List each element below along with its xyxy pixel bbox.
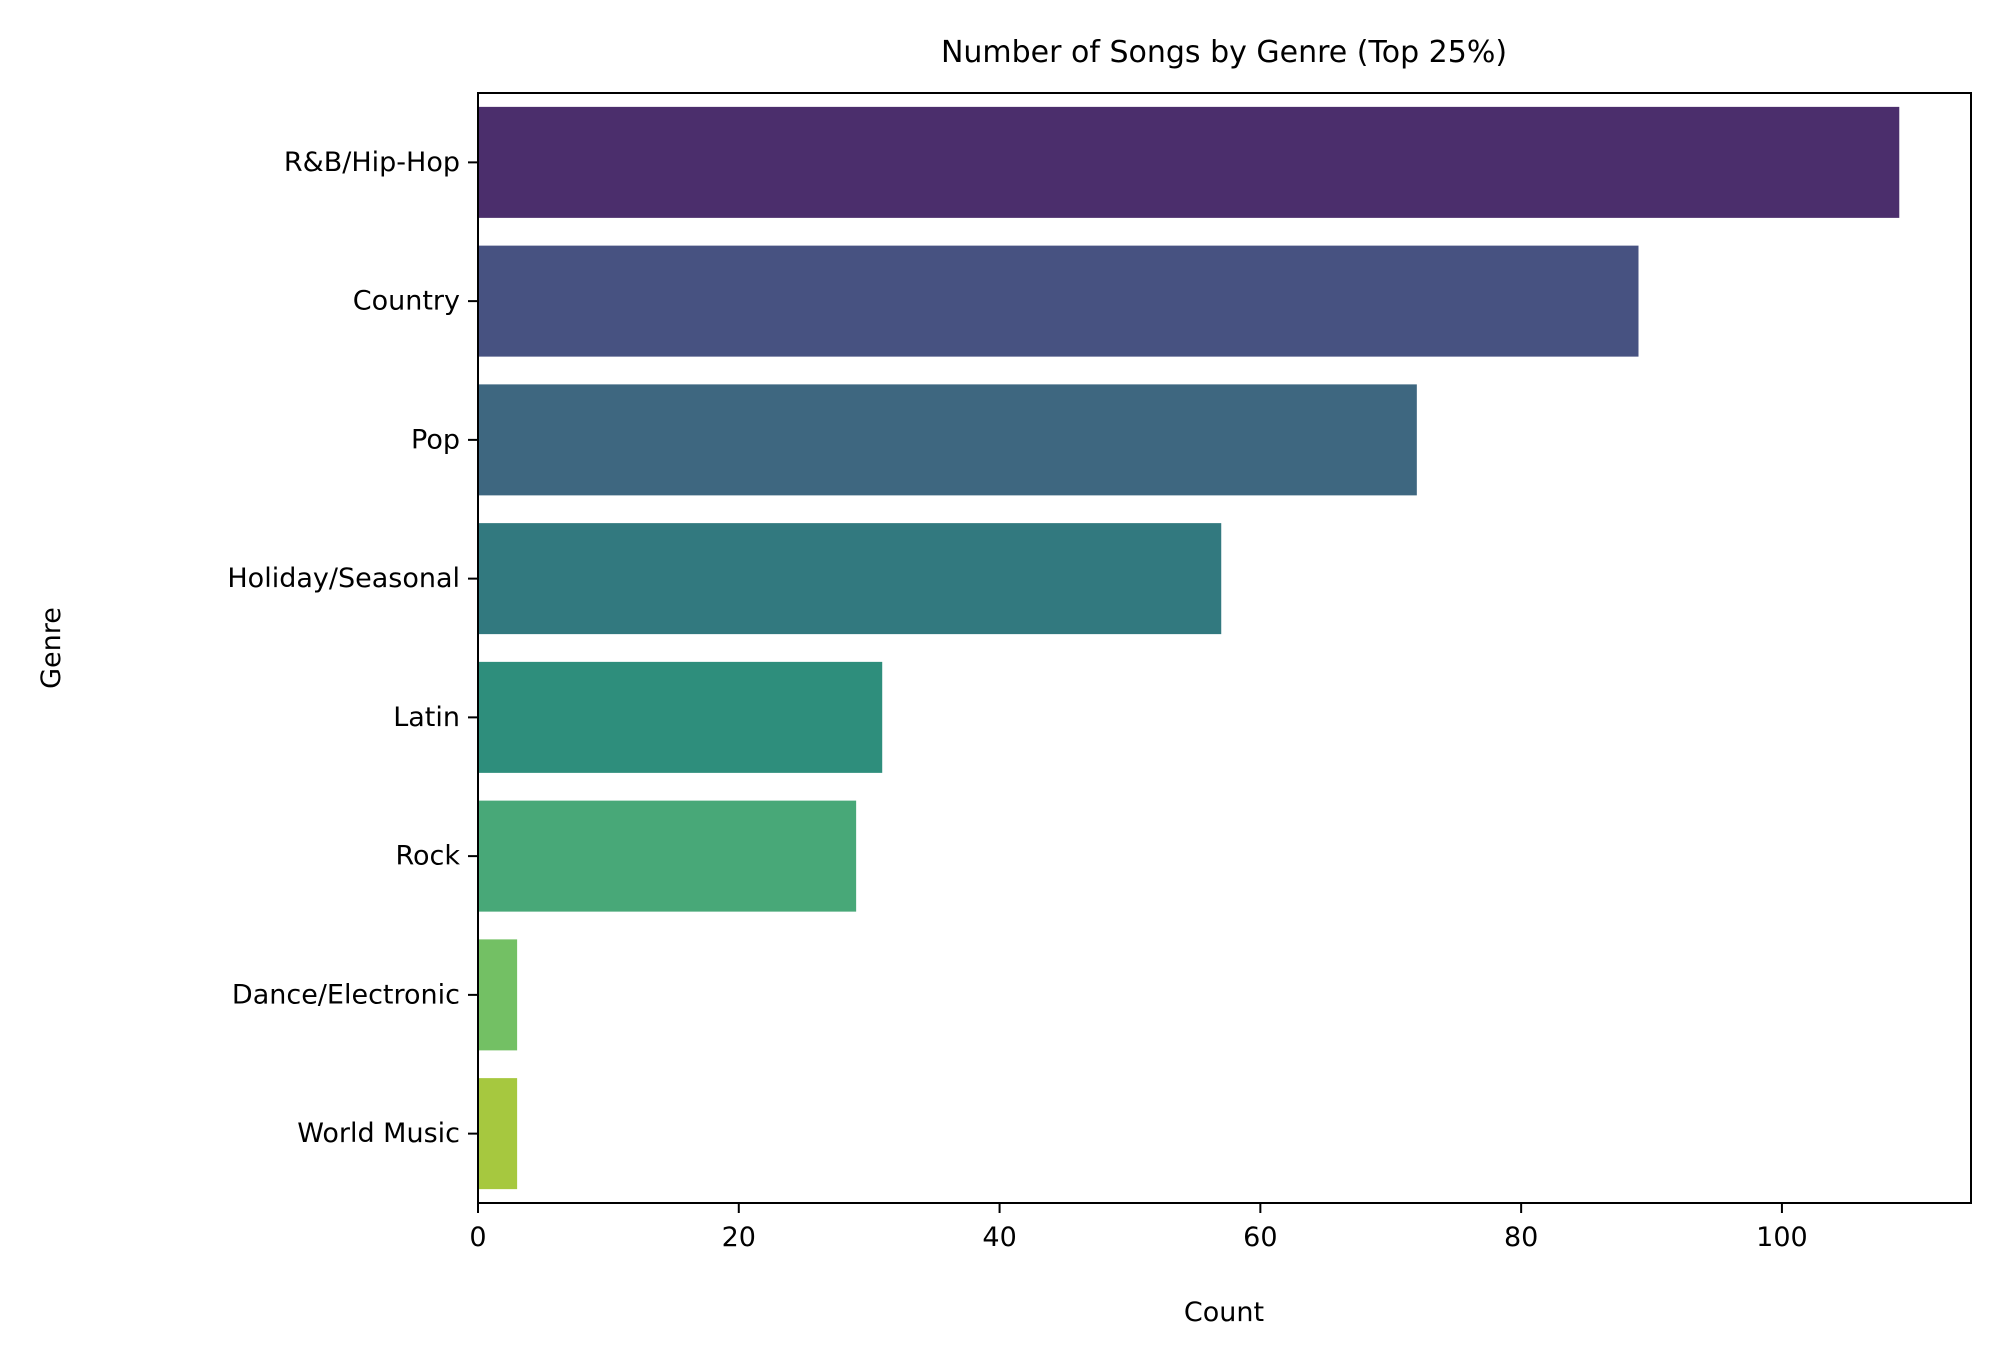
chart-title: Number of Songs by Genre (Top 25%) bbox=[941, 35, 1507, 70]
bar bbox=[478, 245, 1639, 357]
x-tick-label: 80 bbox=[1504, 1222, 1538, 1253]
y-tick-label: R&B/Hip-Hop bbox=[284, 147, 460, 178]
bar bbox=[478, 1078, 518, 1190]
y-axis-label: Genre bbox=[36, 607, 67, 689]
bars-layer bbox=[478, 106, 1900, 1190]
x-tick-label: 40 bbox=[982, 1222, 1016, 1253]
bar bbox=[478, 523, 1222, 635]
x-tick-label: 20 bbox=[722, 1222, 756, 1253]
y-axis: R&B/Hip-Hop Country Pop Holiday/Seasonal Lat… bbox=[227, 147, 478, 1149]
y-tick-label: Latin bbox=[393, 702, 460, 733]
bar bbox=[478, 661, 883, 773]
y-tick-label: Pop bbox=[411, 424, 460, 455]
x-axis-label: Count bbox=[1184, 1297, 1264, 1328]
bar bbox=[478, 106, 1900, 218]
x-axis: 0 20 40 60 80 100 bbox=[469, 1203, 1808, 1253]
y-tick-label: Rock bbox=[395, 841, 460, 872]
plot-frame bbox=[477, 92, 1972, 1204]
y-tick-label: Dance/Electronic bbox=[232, 979, 460, 1010]
y-tick-label: Country bbox=[353, 286, 460, 317]
y-tick-label: World Music bbox=[297, 1118, 460, 1149]
bar bbox=[478, 939, 518, 1051]
x-tick-label: 0 bbox=[469, 1222, 486, 1253]
bar bbox=[478, 800, 857, 912]
x-tick-label: 100 bbox=[1756, 1222, 1808, 1253]
bar bbox=[478, 384, 1417, 496]
y-tick-label: Holiday/Seasonal bbox=[227, 563, 460, 594]
x-tick-label: 60 bbox=[1243, 1222, 1277, 1253]
